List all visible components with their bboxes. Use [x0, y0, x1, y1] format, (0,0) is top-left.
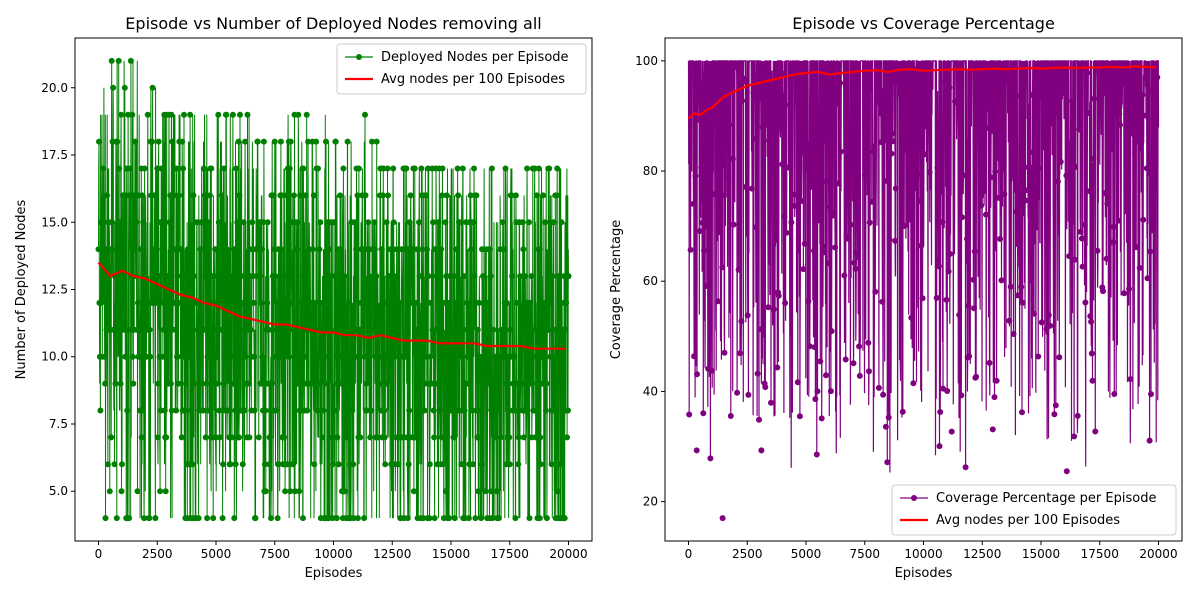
y-tick-label: 5.0 [49, 484, 68, 498]
legend-label-2: Avg nodes per 100 Episodes [936, 513, 1120, 528]
legend-label-2: Avg nodes per 100 Episodes [381, 72, 565, 87]
x-tick-label: 10000 [314, 547, 352, 561]
y-tick-label: 10.0 [41, 350, 68, 364]
legend-box [891, 484, 1177, 536]
x-tick-label: 0 [95, 547, 103, 561]
chart-title: Episode vs Coverage Percentage [792, 14, 1055, 33]
x-tick-label: 15000 [1022, 547, 1060, 561]
y-tick-label: 17.5 [41, 148, 68, 162]
chart-panel-1: Episode vs Number of Deployed Nodes remo… [14, 14, 593, 581]
legend: Deployed Nodes per Episode Avg nodes per … [336, 43, 587, 95]
x-tick-label: 5000 [791, 547, 822, 561]
plot-area [95, 57, 572, 522]
x-tick-label: 20000 [1139, 547, 1177, 561]
series-avg-line [687, 65, 1157, 120]
y-tick-label: 80 [643, 164, 658, 178]
x-tick-label: 17500 [1081, 547, 1119, 561]
x-tick-label: 5000 [201, 547, 232, 561]
plot-area [686, 60, 1161, 522]
x-tick-label: 12500 [963, 547, 1001, 561]
y-tick-label: 100 [635, 54, 658, 68]
y-tick-label: 60 [643, 274, 658, 288]
y-tick-label: 15.0 [41, 215, 68, 229]
legend-marker-1 [356, 54, 362, 60]
x-tick-label: 0 [685, 547, 693, 561]
y-axis-label: Number of Deployed Nodes [14, 199, 29, 379]
legend-marker-1 [911, 495, 917, 501]
legend-label-1: Deployed Nodes per Episode [381, 50, 569, 65]
chart-title: Episode vs Number of Deployed Nodes remo… [125, 14, 541, 33]
series-coverage-markers [686, 61, 1161, 522]
x-tick-label: 7500 [259, 547, 290, 561]
series-coverage-line [687, 60, 1160, 473]
x-tick-label: 12500 [373, 547, 411, 561]
y-tick-label: 20.0 [41, 81, 68, 95]
y-tick-label: 12.5 [41, 283, 68, 297]
y-tick-label: 20 [643, 495, 658, 509]
chart-panel-2: Episode vs Coverage Percentage 0 2500 5000 7… [609, 14, 1183, 581]
legend-box [336, 43, 587, 95]
x-axis-label: Episodes [305, 566, 363, 581]
x-axis-label: Episodes [895, 566, 953, 581]
x-tick-label: 2500 [142, 547, 173, 561]
x-tick-label: 20000 [549, 547, 587, 561]
series-avg-line [97, 261, 567, 350]
x-tick-label: 10000 [904, 547, 942, 561]
y-axis-label: Coverage Percentage [609, 220, 624, 360]
x-tick-label: 15000 [432, 547, 470, 561]
y-tick-label: 7.5 [49, 417, 68, 431]
x-tick-label: 7500 [849, 547, 880, 561]
legend-label-1: Coverage Percentage per Episode [936, 491, 1156, 506]
x-tick-label: 2500 [732, 547, 763, 561]
legend: Coverage Percentage per Episode Avg nodes… [891, 484, 1177, 536]
y-tick-label: 40 [643, 384, 658, 398]
x-tick-label: 17500 [491, 547, 529, 561]
